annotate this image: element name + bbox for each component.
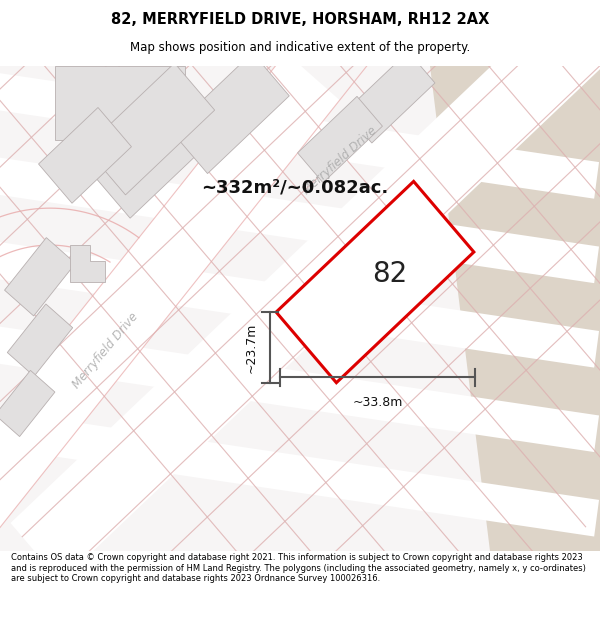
Polygon shape — [10, 0, 600, 582]
Text: 82: 82 — [373, 259, 407, 288]
Polygon shape — [0, 397, 599, 536]
Text: Contains OS data © Crown copyright and database right 2021. This information is : Contains OS data © Crown copyright and d… — [11, 554, 586, 583]
Polygon shape — [85, 63, 215, 195]
Polygon shape — [298, 96, 382, 182]
Polygon shape — [276, 181, 474, 382]
Text: Merryfield Drive: Merryfield Drive — [70, 310, 140, 391]
Polygon shape — [55, 66, 185, 139]
Polygon shape — [0, 312, 599, 452]
Polygon shape — [0, 228, 599, 368]
Polygon shape — [5, 238, 76, 316]
Polygon shape — [345, 52, 435, 143]
Polygon shape — [0, 371, 55, 436]
Polygon shape — [38, 107, 131, 203]
Text: ~332m²/~0.082ac.: ~332m²/~0.082ac. — [202, 178, 389, 196]
Polygon shape — [70, 245, 105, 282]
Polygon shape — [0, 144, 599, 283]
Text: ~23.7m: ~23.7m — [245, 322, 258, 372]
Text: ~33.8m: ~33.8m — [352, 396, 403, 409]
Text: Merryfield Drive: Merryfield Drive — [301, 124, 380, 197]
Polygon shape — [0, 66, 600, 551]
Polygon shape — [171, 52, 289, 174]
Text: 82, MERRYFIELD DRIVE, HORSHAM, RH12 2AX: 82, MERRYFIELD DRIVE, HORSHAM, RH12 2AX — [111, 12, 489, 27]
Polygon shape — [0, 52, 340, 586]
Polygon shape — [7, 304, 73, 376]
Polygon shape — [430, 66, 600, 551]
Polygon shape — [83, 71, 227, 218]
Polygon shape — [0, 59, 599, 199]
Text: Map shows position and indicative extent of the property.: Map shows position and indicative extent… — [130, 41, 470, 54]
